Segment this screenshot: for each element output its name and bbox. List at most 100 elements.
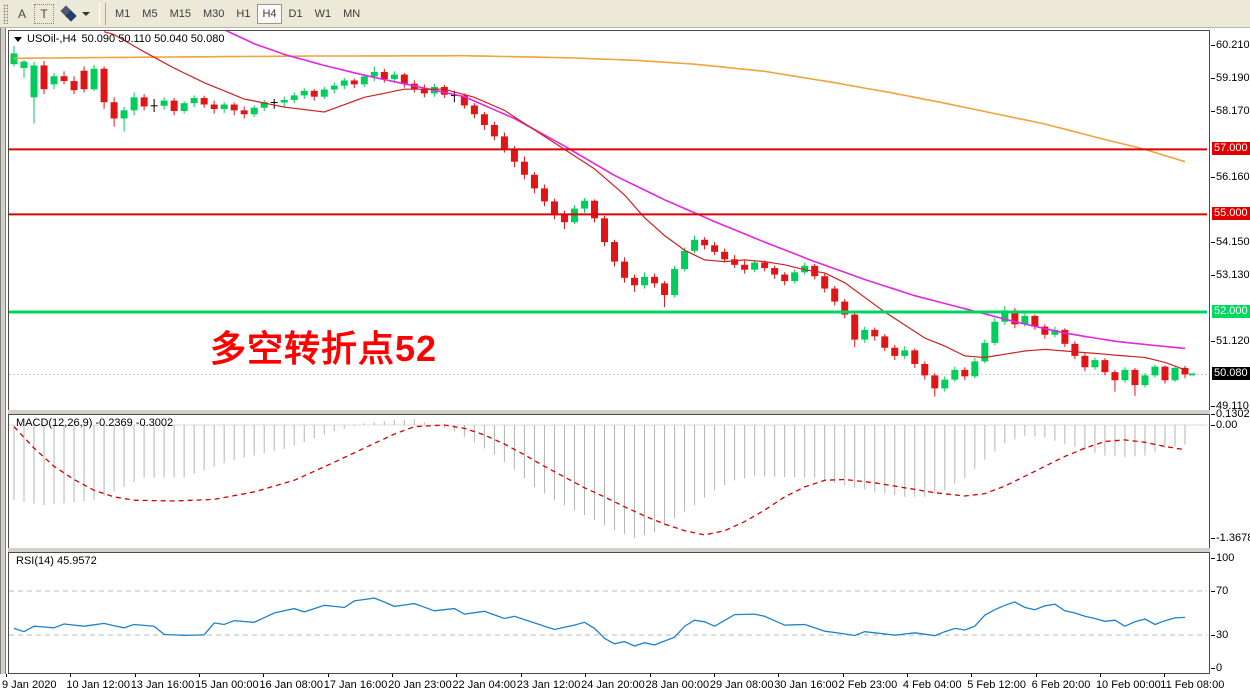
time-label: 15 Jan 00:00 — [195, 679, 259, 691]
price-tick-56.160-tick — [1211, 177, 1215, 178]
toolbar: A T M1 M5 M15 M30 H1 H4 D1 W1 MN — [0, 0, 1250, 28]
time-tick — [456, 674, 458, 677]
text-tool-button[interactable]: T — [34, 3, 54, 24]
rsi-plot[interactable] — [9, 553, 1207, 671]
price-tick-60.210-tick — [1211, 45, 1215, 46]
macd-axis-0.00-tick — [1211, 425, 1215, 426]
rsi-axis-70: 70 — [1216, 585, 1229, 597]
current-price-chip: 50.080 — [1212, 367, 1250, 380]
time-label: 24 Jan 20:00 — [581, 679, 645, 691]
price-tick-49.110-tick — [1211, 406, 1215, 407]
chart-text-annotation[interactable]: 多空转折点52 — [210, 328, 438, 369]
chart-style-button[interactable] — [56, 4, 95, 24]
timeframe-button-mn[interactable]: MN — [343, 7, 361, 20]
time-tick — [778, 674, 780, 677]
time-axis[interactable]: 9 Jan 2020 10 Jan 12:00 13 Jan 16:00 15 Jan… — [0, 674, 1250, 696]
time-tick — [6, 674, 7, 677]
collapse-triangle-icon[interactable] — [14, 36, 22, 42]
price-plot[interactable] — [9, 31, 1207, 408]
time-label: 23 Jan 12:00 — [516, 679, 581, 691]
annotate-a-button[interactable]: A — [17, 6, 26, 21]
macd-axis-0.1302: 0.1302 — [1216, 408, 1250, 420]
price-tick-49.110: 49.110 — [1216, 400, 1249, 412]
ma-mid-magenta-line — [225, 31, 1186, 350]
price-tick-60.210: 60.210 — [1216, 39, 1250, 51]
rsi-axis-30: 30 — [1216, 629, 1229, 641]
timeframe-button-w1[interactable]: W1 — [314, 7, 332, 20]
time-label: 29 Jan 08:00 — [709, 679, 774, 691]
time-label: 9 Jan 2020 — [2, 679, 57, 691]
rsi-line — [13, 597, 1186, 647]
price-tick-58.170: 58.170 — [1216, 105, 1250, 117]
timeframe-button-m5[interactable]: M5 — [142, 7, 158, 20]
panel-splitter[interactable] — [8, 410, 1210, 414]
level-price-chip-57.000: 57.000 — [1212, 142, 1250, 155]
rsi-axis-0: 0 — [1216, 662, 1223, 674]
chart-style-icon — [60, 4, 79, 22]
chevron-down-icon — [82, 11, 90, 16]
timeframe-button-h4[interactable]: H4 — [257, 3, 282, 24]
time-tick — [1035, 674, 1037, 677]
macd-axis--1.3678-tick — [1211, 538, 1215, 539]
price-tick-59.190: 59.190 — [1216, 72, 1250, 84]
time-label: 11 Feb 08:00 — [1160, 679, 1225, 691]
time-tick — [199, 674, 201, 677]
price-tick-53.130: 53.130 — [1216, 269, 1250, 281]
toolbar-drag-handle[interactable] — [3, 3, 8, 24]
time-tick — [392, 674, 394, 677]
rsi-axis-70-tick — [1211, 591, 1215, 592]
macd-signal-line — [13, 424, 1186, 536]
time-tick — [906, 674, 908, 677]
macd-histogram — [13, 419, 1186, 538]
rsi-panel[interactable] — [8, 552, 1210, 674]
time-label: 10 Jan 12:00 — [66, 679, 130, 691]
price-tick-56.160: 56.160 — [1216, 171, 1250, 183]
time-label: 16 Jan 08:00 — [259, 679, 324, 691]
panel-splitter-2[interactable] — [8, 548, 1210, 552]
window-left-edge — [0, 28, 6, 696]
price-tick-58.170-tick — [1211, 111, 1215, 112]
rsi-label: RSI(14) 45.9572 — [16, 555, 97, 567]
time-tick — [1099, 674, 1101, 677]
time-tick — [585, 674, 587, 677]
time-tick — [842, 674, 844, 677]
timeframe-button-d1[interactable]: D1 — [288, 7, 303, 20]
timeframe-button-m15[interactable]: M15 — [169, 7, 191, 20]
time-label: 6 Feb 20:00 — [1031, 679, 1091, 691]
rsi-axis-100-tick — [1211, 558, 1215, 559]
time-tick — [520, 674, 522, 677]
time-tick — [649, 674, 651, 677]
time-label: 28 Jan 00:00 — [645, 679, 710, 691]
time-label: 22 Jan 04:00 — [452, 679, 517, 691]
toolbar-separator — [99, 2, 106, 25]
price-tick-54.150-tick — [1211, 242, 1215, 243]
timeframe-button-m1[interactable]: M1 — [115, 7, 131, 20]
price-tick-51.120: 51.120 — [1216, 335, 1250, 347]
timeframe-group: M1 M5 M15 M30 H1 H4 D1 W1 MN — [109, 3, 366, 24]
rsi-axis-30-tick — [1211, 635, 1215, 636]
time-label: 30 Jan 16:00 — [774, 679, 838, 691]
time-tick — [263, 674, 265, 677]
time-tick — [70, 674, 72, 677]
price-tick-54.150: 54.150 — [1216, 236, 1250, 248]
time-label: 10 Feb 00:00 — [1095, 679, 1161, 691]
time-tick — [1164, 674, 1166, 677]
rsi-axis-100: 100 — [1216, 552, 1235, 564]
level-price-chip-52.000: 52.000 — [1212, 305, 1250, 318]
time-tick — [971, 674, 973, 677]
timeframe-button-h1[interactable]: H1 — [236, 7, 251, 20]
macd-axis--1.3678: -1.3678 — [1216, 532, 1250, 544]
ma-fast-red-line — [103, 31, 1186, 371]
price-chart-panel[interactable] — [8, 30, 1210, 411]
macd-plot[interactable] — [9, 415, 1207, 546]
macd-panel[interactable] — [8, 414, 1210, 549]
price-tick-53.130-tick — [1211, 275, 1215, 276]
timeframe-button-m30[interactable]: M30 — [202, 7, 225, 20]
time-label: 17 Jan 16:00 — [323, 679, 388, 691]
time-tick — [134, 674, 136, 677]
time-label: 20 Jan 23:00 — [388, 679, 452, 691]
candles-layer — [10, 45, 1189, 397]
price-tick-59.190-tick — [1211, 78, 1215, 79]
macd-label: MACD(12,26,9) -0.2369 -0.3002 — [16, 417, 174, 429]
